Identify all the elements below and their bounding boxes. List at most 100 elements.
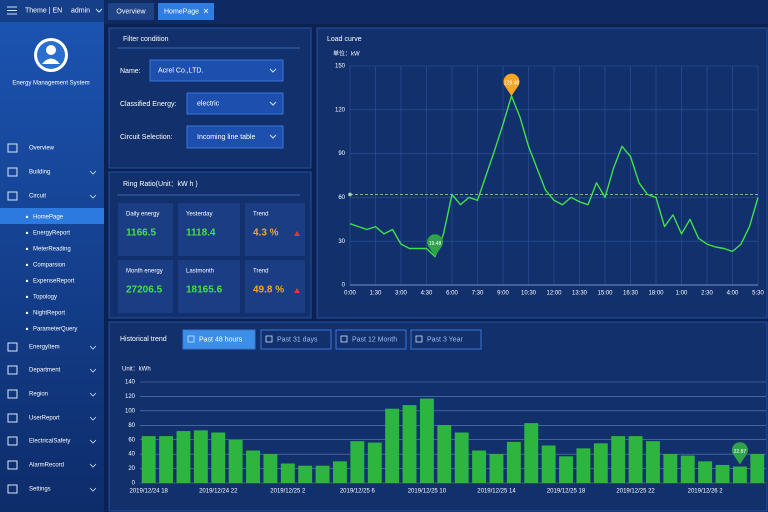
- menu-caret: [89, 463, 97, 468]
- bar: [385, 408, 400, 483]
- filter-button[interactable]: [260, 329, 332, 350]
- bar: [663, 454, 678, 483]
- menu-caret: [89, 439, 97, 444]
- bar: [315, 465, 330, 483]
- dropdown[interactable]: [149, 59, 284, 82]
- load-line: [349, 95, 759, 258]
- x-tick-label: 2019/12/24 18: [130, 489, 169, 495]
- bar: [263, 454, 278, 483]
- tab-close[interactable]: [203, 8, 209, 14]
- field-label: Classified Energy:: [120, 101, 176, 108]
- bar: [489, 454, 504, 483]
- bar: [541, 445, 556, 483]
- stat-value: 18165.6: [186, 285, 223, 296]
- menu-item[interactable]: Building: [29, 170, 50, 176]
- x-tick-label: 2019/12/25 2: [270, 489, 306, 495]
- menu-icon: [7, 191, 18, 201]
- theme-switch[interactable]: Theme | EN: [25, 7, 62, 14]
- menu-icon: [7, 436, 18, 446]
- submenu-item[interactable]: ExpenseReport: [33, 279, 75, 285]
- submenu-item[interactable]: Topology: [33, 295, 57, 301]
- bar: [437, 425, 452, 483]
- submenu-item[interactable]: MeterReading: [33, 247, 71, 253]
- menu-caret: [89, 194, 97, 199]
- mark-point: [503, 73, 520, 96]
- tab[interactable]: [108, 3, 154, 20]
- axis-unit: 单位：kW: [333, 50, 360, 58]
- menu-item[interactable]: Circuit: [29, 194, 46, 200]
- x-tick-label: 6:00: [446, 291, 458, 297]
- menu-icon: [7, 389, 18, 399]
- menu-icon: [7, 484, 18, 494]
- dropdown-caret: [269, 101, 277, 106]
- x-tick-label: 4:30: [421, 291, 433, 297]
- mark-point-label: 19.48: [429, 241, 442, 247]
- bar: [246, 450, 260, 483]
- bar: [454, 432, 469, 483]
- x-tick-label: 15:00: [597, 291, 613, 297]
- submenu-item[interactable]: Comparsion: [33, 263, 65, 269]
- submenu-bullet: [25, 215, 29, 219]
- system-name: Energy Management System: [12, 81, 89, 87]
- tab-active[interactable]: [158, 3, 214, 20]
- y-tick-label: 100: [125, 408, 136, 414]
- menu-item[interactable]: ElectricalSafety: [29, 439, 70, 445]
- y-tick-label: 120: [335, 107, 346, 113]
- submenu-item[interactable]: ParameterQuery: [33, 327, 77, 333]
- x-tick-label: 0:00: [344, 291, 356, 297]
- dropdown-value: electric: [197, 100, 220, 107]
- stat-label: Trend: [253, 269, 268, 275]
- button-label: Past 48 hours: [199, 336, 243, 343]
- y-tick-label: 30: [338, 239, 345, 245]
- chart-title: Load curve: [327, 36, 362, 43]
- dropdown[interactable]: [186, 125, 284, 149]
- menu-caret: [89, 392, 97, 397]
- submenu-item[interactable]: EnergyReport: [33, 231, 70, 237]
- filter-button[interactable]: [335, 329, 407, 350]
- user-name[interactable]: admin: [71, 7, 90, 14]
- x-tick-label: 2019/12/25 10: [408, 489, 447, 495]
- stat-cell: [178, 203, 240, 256]
- menu-item[interactable]: Department: [29, 368, 61, 374]
- stat-label: Month energy: [126, 269, 163, 275]
- stat-value: 1166.5: [126, 228, 156, 239]
- x-tick-label: 2019/12/25 14: [477, 489, 516, 495]
- x-tick-label: 2019/12/25 22: [616, 489, 655, 495]
- menu-item[interactable]: Overview: [29, 146, 55, 152]
- menu-item[interactable]: Region: [29, 392, 48, 398]
- submenu-bullet: [25, 327, 29, 331]
- mark-point-label: 22.87: [734, 449, 747, 455]
- menu-item[interactable]: AlarmRecord: [29, 463, 64, 469]
- submenu-item[interactable]: HomePage: [33, 215, 64, 221]
- button-icon: [187, 335, 195, 343]
- dropdown[interactable]: [186, 92, 284, 115]
- y-tick-label: 140: [125, 380, 136, 386]
- filter-button-active[interactable]: [182, 329, 256, 350]
- y-tick-label: 60: [128, 437, 135, 443]
- y-tick-label: 40: [128, 452, 135, 458]
- bar: [211, 432, 226, 483]
- menu-item[interactable]: UserReport: [29, 416, 60, 422]
- bar: [628, 436, 643, 483]
- menu-caret: [89, 170, 97, 175]
- bar: [280, 463, 295, 483]
- menu-item[interactable]: EnergyItem: [29, 345, 60, 351]
- button-label: Past 3 Year: [427, 336, 463, 343]
- x-tick-label: 13:30: [572, 291, 588, 297]
- bar: [698, 461, 713, 483]
- filter-button[interactable]: [410, 329, 482, 350]
- field-label: Circuit Selection:: [120, 134, 173, 141]
- trend-arrow: [294, 288, 300, 293]
- submenu-bullet: [25, 279, 29, 283]
- user-caret: [95, 8, 103, 13]
- y-tick-label: 60: [338, 195, 345, 201]
- stat-value: 4.3 %: [253, 228, 279, 239]
- bar: [593, 443, 608, 483]
- menu-toggle[interactable]: [7, 6, 17, 15]
- button-icon: [415, 335, 423, 343]
- load-curve-panel: [316, 27, 768, 319]
- menu-item[interactable]: Settings: [29, 487, 51, 493]
- stat-value: 49.8 %: [253, 285, 284, 296]
- submenu-item[interactable]: NightReport: [33, 311, 65, 317]
